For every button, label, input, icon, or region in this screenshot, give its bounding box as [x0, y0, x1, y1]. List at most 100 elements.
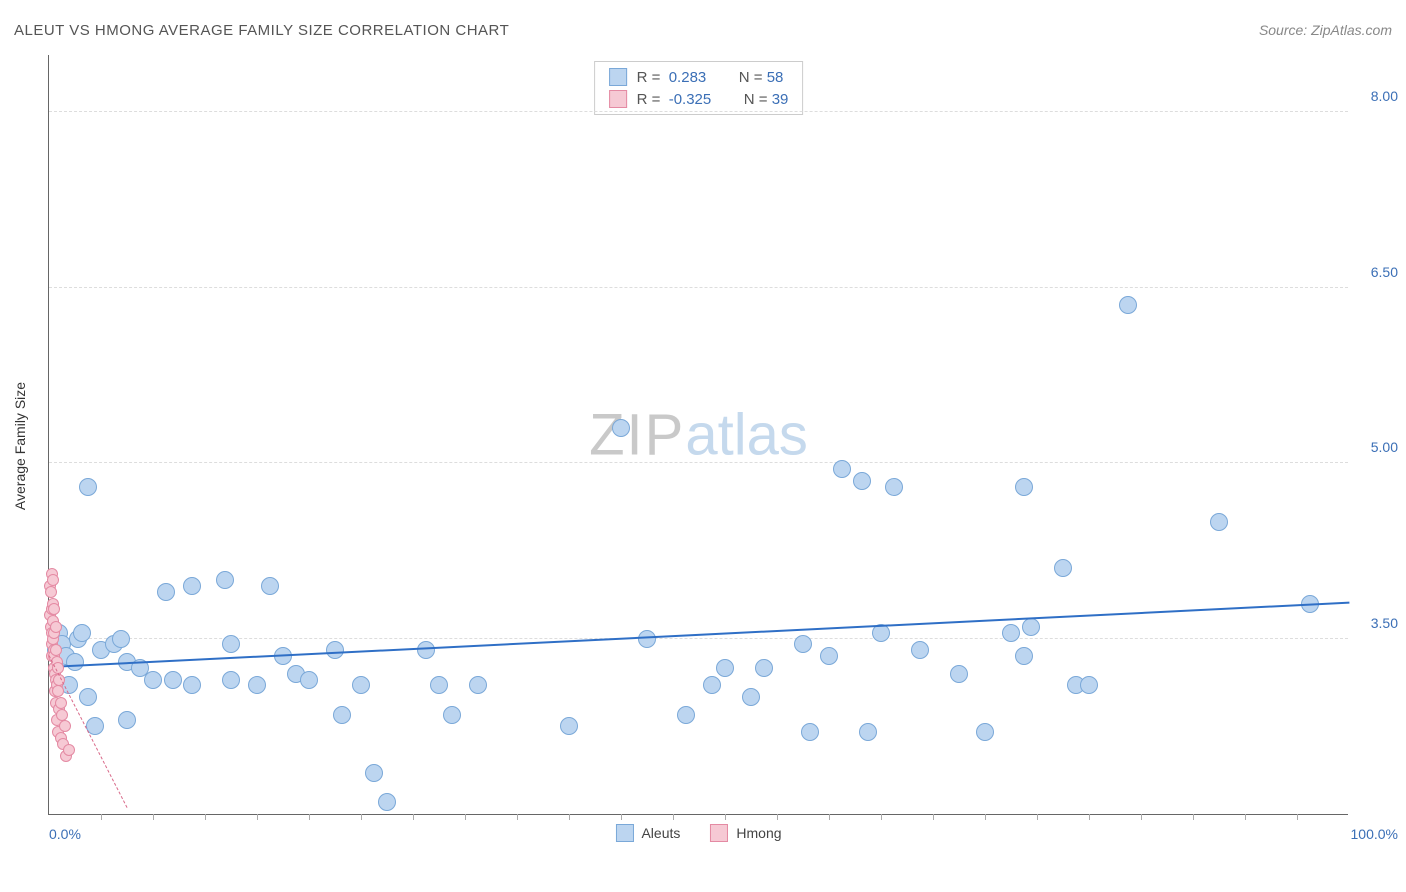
- y-tick-label: 6.50: [1371, 264, 1398, 280]
- x-minor-tick: [1193, 814, 1194, 820]
- plot-area: ZIPatlas R = 0.283 N = 58 R = -0.325 N = …: [48, 55, 1348, 815]
- data-point: [801, 723, 819, 741]
- x-axis-max-label: 100.0%: [1351, 826, 1398, 842]
- data-point: [417, 641, 435, 659]
- data-point: [50, 644, 62, 656]
- data-point: [1015, 647, 1033, 665]
- x-axis-min-label: 0.0%: [49, 826, 81, 842]
- x-minor-tick: [673, 814, 674, 820]
- data-point: [183, 577, 201, 595]
- data-point: [378, 793, 396, 811]
- data-point: [216, 571, 234, 589]
- data-point: [50, 621, 62, 633]
- y-tick-label: 3.50: [1371, 615, 1398, 631]
- data-point: [79, 478, 97, 496]
- data-point: [612, 419, 630, 437]
- data-point: [47, 574, 59, 586]
- watermark-zip: ZIP: [589, 402, 685, 467]
- x-minor-tick: [621, 814, 622, 820]
- data-point: [48, 603, 60, 615]
- data-point: [118, 711, 136, 729]
- legend-series-item: Aleuts: [615, 824, 680, 842]
- data-point: [222, 635, 240, 653]
- x-minor-tick: [1297, 814, 1298, 820]
- x-minor-tick: [1037, 814, 1038, 820]
- data-point: [300, 671, 318, 689]
- legend-stat-row: R = -0.325 N = 39: [609, 88, 789, 110]
- data-point: [1080, 676, 1098, 694]
- y-tick-label: 5.00: [1371, 439, 1398, 455]
- gridline: [49, 638, 1348, 639]
- x-minor-tick: [517, 814, 518, 820]
- x-minor-tick: [777, 814, 778, 820]
- data-point: [59, 720, 71, 732]
- data-point: [45, 586, 57, 598]
- legend-n: N = 58: [739, 69, 784, 86]
- gridline: [49, 462, 1348, 463]
- x-minor-tick: [1245, 814, 1246, 820]
- x-minor-tick: [829, 814, 830, 820]
- source-label: Source: ZipAtlas.com: [1259, 22, 1392, 39]
- data-point: [794, 635, 812, 653]
- data-point: [248, 676, 266, 694]
- trend-line: [49, 602, 1349, 668]
- y-axis-label: Average Family Size: [12, 382, 28, 510]
- data-point: [144, 671, 162, 689]
- data-point: [833, 460, 851, 478]
- data-point: [352, 676, 370, 694]
- data-point: [333, 706, 351, 724]
- x-minor-tick: [361, 814, 362, 820]
- data-point: [63, 744, 75, 756]
- legend-swatch: [609, 68, 627, 86]
- legend-swatch: [615, 824, 633, 842]
- data-point: [1119, 296, 1137, 314]
- legend-series-label: Hmong: [736, 825, 781, 841]
- data-point: [261, 577, 279, 595]
- data-point: [469, 676, 487, 694]
- legend-stats: R = 0.283 N = 58 R = -0.325 N = 39: [594, 61, 804, 115]
- x-minor-tick: [985, 814, 986, 820]
- x-minor-tick: [465, 814, 466, 820]
- legend-r: R = -0.325: [637, 91, 712, 108]
- data-point: [56, 709, 68, 721]
- data-point: [443, 706, 461, 724]
- x-minor-tick: [569, 814, 570, 820]
- x-minor-tick: [257, 814, 258, 820]
- y-tick-label: 8.00: [1371, 88, 1398, 104]
- data-point: [1015, 478, 1033, 496]
- data-point: [677, 706, 695, 724]
- data-point: [859, 723, 877, 741]
- legend-series-label: Aleuts: [641, 825, 680, 841]
- legend-swatch: [609, 90, 627, 108]
- watermark-atlas: atlas: [685, 402, 808, 467]
- x-minor-tick: [725, 814, 726, 820]
- legend-r: R = 0.283: [637, 69, 707, 86]
- x-minor-tick: [153, 814, 154, 820]
- x-minor-tick: [1141, 814, 1142, 820]
- data-point: [950, 665, 968, 683]
- legend-series-item: Hmong: [710, 824, 781, 842]
- data-point: [755, 659, 773, 677]
- data-point: [885, 478, 903, 496]
- data-point: [112, 630, 130, 648]
- x-minor-tick: [101, 814, 102, 820]
- data-point: [1002, 624, 1020, 642]
- data-point: [976, 723, 994, 741]
- data-point: [853, 472, 871, 490]
- data-point: [703, 676, 721, 694]
- data-point: [911, 641, 929, 659]
- data-point: [79, 688, 97, 706]
- data-point: [52, 685, 64, 697]
- data-point: [742, 688, 760, 706]
- x-minor-tick: [933, 814, 934, 820]
- data-point: [183, 676, 201, 694]
- gridline: [49, 287, 1348, 288]
- data-point: [55, 697, 67, 709]
- data-point: [820, 647, 838, 665]
- data-point: [157, 583, 175, 601]
- data-point: [560, 717, 578, 735]
- data-point: [326, 641, 344, 659]
- chart-title: ALEUT VS HMONG AVERAGE FAMILY SIZE CORRE…: [14, 22, 509, 39]
- data-point: [164, 671, 182, 689]
- data-point: [716, 659, 734, 677]
